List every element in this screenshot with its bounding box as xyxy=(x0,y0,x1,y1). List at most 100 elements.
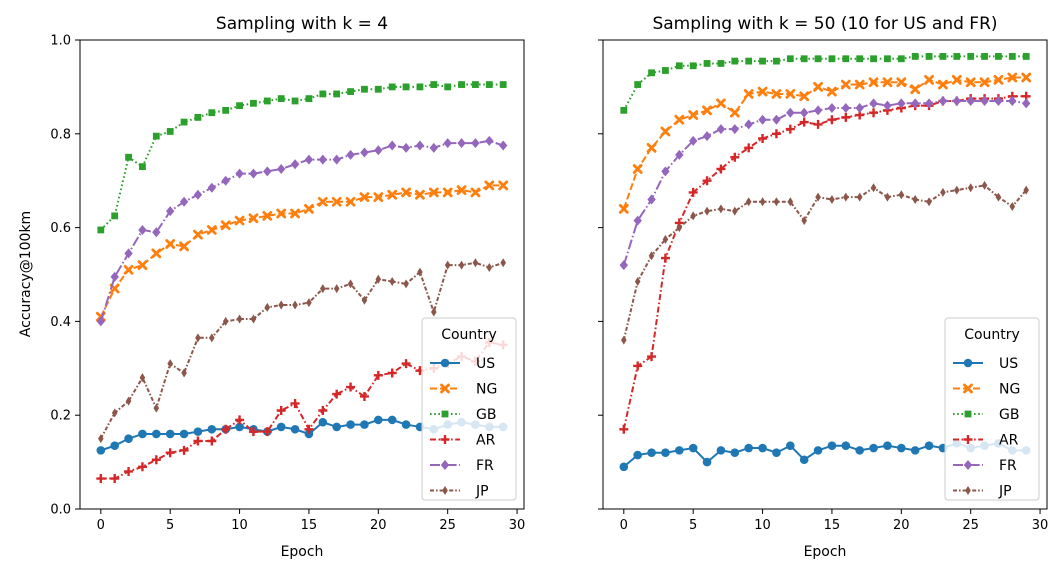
left-legend-title: Country xyxy=(441,327,497,343)
left-legend-item-us: US xyxy=(430,356,495,372)
left-gb-point xyxy=(402,83,410,91)
left-ng-point xyxy=(193,229,203,240)
right-us-point xyxy=(758,443,767,453)
left-gb-point xyxy=(458,81,465,88)
right-fr-point xyxy=(661,166,670,177)
right-jp-point xyxy=(801,216,807,226)
right-gb-point xyxy=(731,57,739,65)
right-fr-point xyxy=(952,95,962,106)
right-ng-point xyxy=(646,142,657,153)
left-gb-point xyxy=(236,102,243,110)
left-ar-point xyxy=(248,427,258,437)
right-gb-point xyxy=(856,55,864,63)
right-legend-label-fr: FR xyxy=(999,458,1017,474)
right-ng-point xyxy=(688,110,699,120)
right-legend-marker-gb xyxy=(964,410,972,418)
left-fr-point xyxy=(152,227,161,238)
right-gb-line xyxy=(622,55,1027,111)
left-ar-point xyxy=(193,436,203,446)
left-legend-marker-fr xyxy=(440,460,450,470)
right-axes-frame xyxy=(602,39,1048,510)
left-ar-point xyxy=(387,368,397,378)
left-fr-point xyxy=(165,206,175,217)
right-us-point xyxy=(647,448,656,458)
left-ng-point xyxy=(359,192,370,203)
right-legend-item-us: US xyxy=(953,356,1018,372)
left-axes-frame xyxy=(79,39,525,510)
left-y-tick-label: 0.0 xyxy=(50,503,71,518)
right-panel: Sampling with k = 50 (10 for US and FR) … xyxy=(598,14,1048,560)
left-jp-point xyxy=(472,258,479,268)
left-ng-point xyxy=(290,208,300,219)
left-series-ng xyxy=(95,180,509,322)
left-ng-point xyxy=(387,189,398,200)
right-ng-point xyxy=(938,79,948,90)
left-legend-marker-gb xyxy=(441,410,449,418)
left-y-tick-label: 0.4 xyxy=(50,315,71,330)
right-gb-point xyxy=(814,55,822,63)
left-ng-point xyxy=(428,187,439,198)
left-jp-point xyxy=(306,298,312,308)
left-x-tick-label: 30 xyxy=(509,518,526,533)
left-gb-point xyxy=(250,99,257,107)
left-legend-item-gb: GB xyxy=(430,407,496,423)
left-ar-point xyxy=(96,474,106,484)
right-ng-point xyxy=(896,77,907,88)
left-us-point xyxy=(304,429,314,439)
left-fr-point xyxy=(96,316,106,327)
left-ng-point xyxy=(123,264,134,275)
right-ar-point xyxy=(785,124,795,134)
left-x-tick-label: 20 xyxy=(370,518,387,533)
right-ng-point xyxy=(771,89,782,99)
left-fr-point xyxy=(374,145,383,156)
left-fr-point xyxy=(304,154,314,165)
left-jp-point xyxy=(222,316,229,326)
left-jp-point xyxy=(250,314,257,324)
right-jp-point xyxy=(967,183,974,193)
left-gb-point xyxy=(125,153,132,161)
left-ar-point xyxy=(346,382,356,392)
right-us-point xyxy=(924,441,934,450)
left-ng-point xyxy=(234,215,245,226)
right-x-tick-label: 0 xyxy=(620,518,628,533)
left-us-point xyxy=(387,415,397,425)
right-us-point xyxy=(702,457,712,467)
right-ng-point xyxy=(1021,72,1032,83)
left-gb-point xyxy=(291,97,299,105)
right-legend: Country US NG GB AR FR JP xyxy=(944,317,1040,501)
left-fr-point xyxy=(443,138,452,149)
left-legend-item-fr: FR xyxy=(430,458,494,474)
right-gb-point xyxy=(911,53,919,60)
right-fr-point xyxy=(883,100,892,111)
right-ng-point xyxy=(813,82,823,92)
left-ng-point xyxy=(498,180,509,191)
right-ng-point xyxy=(979,77,990,88)
right-jp-point xyxy=(718,204,724,214)
left-ng-point xyxy=(137,260,148,271)
left-fr-point xyxy=(235,168,244,179)
left-us-point xyxy=(360,420,369,429)
left-y-tick-label: 0.2 xyxy=(50,409,71,424)
right-legend-item-fr: FR xyxy=(953,458,1017,474)
right-fr-point xyxy=(716,124,726,135)
right-fr-point xyxy=(813,105,823,116)
right-ng-point xyxy=(924,74,934,85)
left-y-tick-label: 0.8 xyxy=(50,127,71,142)
right-chart-title: Sampling with k = 50 (10 for US and FR) xyxy=(652,14,997,34)
right-x-tick-label: 15 xyxy=(824,518,841,533)
right-jp-point xyxy=(759,197,766,207)
right-jp-point xyxy=(981,180,988,190)
left-ar-point xyxy=(165,448,175,458)
right-gb-point xyxy=(675,62,683,70)
right-us-point xyxy=(813,446,823,455)
left-ar-point xyxy=(124,466,134,476)
right-gb-point xyxy=(773,57,780,65)
left-fr-point xyxy=(221,175,230,186)
right-us-point xyxy=(744,443,753,453)
right-series-fr xyxy=(619,95,1031,271)
left-us-point xyxy=(207,424,217,434)
left-legend-marker-us xyxy=(440,358,450,368)
left-fr-point xyxy=(179,196,189,207)
left-ar-point xyxy=(304,424,314,434)
left-ar-point xyxy=(401,359,411,369)
